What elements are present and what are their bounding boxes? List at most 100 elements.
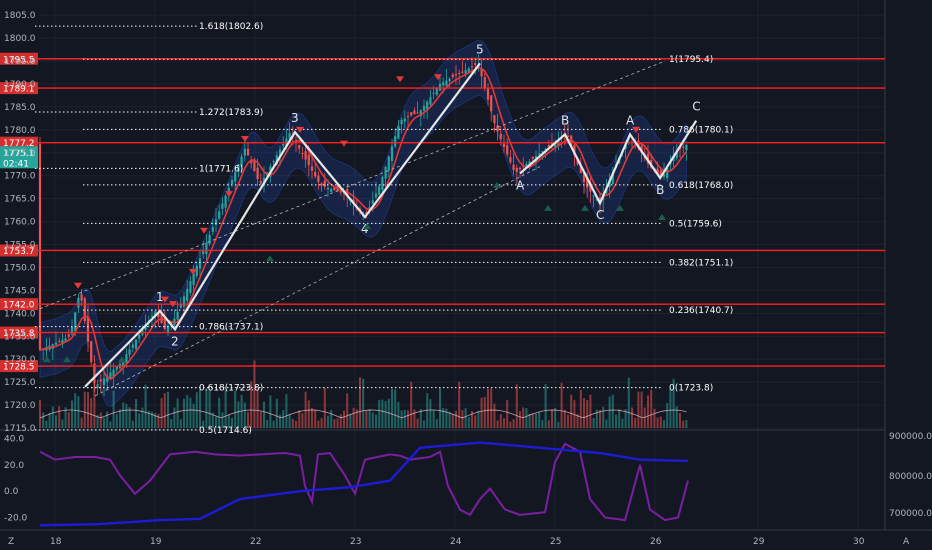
price-level-label: 1742.0 (3, 301, 35, 311)
candle-body (230, 179, 234, 184)
candle-body (525, 164, 528, 167)
volume-bar (157, 413, 160, 428)
candle-body (326, 187, 330, 190)
volume-bar (237, 401, 240, 428)
volume-bar (503, 418, 505, 428)
candle-body (112, 369, 115, 378)
wave-label: B (656, 183, 664, 197)
volume-bar (384, 401, 387, 428)
volume-bar (435, 419, 438, 428)
osc-y-tick: 0.0 (4, 487, 19, 497)
horizontal-levels[interactable]: 1795.5 1789.1 1777.2 1753.7 1742.0 1735.8 1728… (0, 52, 885, 373)
volume-bar (42, 412, 45, 428)
volume-bar (442, 408, 445, 428)
channel-upper (39, 60, 666, 310)
candle-body (413, 110, 416, 115)
candle-body (426, 101, 429, 110)
sell-marker (74, 282, 82, 289)
volume-bar (560, 382, 563, 428)
candle-body (406, 116, 410, 118)
x-tick-label: 26 (650, 537, 662, 547)
buy-marker (658, 214, 666, 220)
volume-bar (352, 407, 355, 428)
footer-bar: Z A (8, 537, 910, 547)
candle-body (467, 68, 470, 73)
volume-bar (381, 399, 384, 428)
price-level-tag (0, 52, 38, 65)
candle-body (371, 200, 374, 204)
candle-body (518, 167, 522, 170)
candle-body (390, 146, 394, 161)
volume-bar (365, 410, 368, 428)
volume-bar (183, 398, 185, 428)
volume-bar (586, 399, 589, 428)
volume-bar (362, 378, 365, 428)
volume-bar (301, 413, 304, 428)
candle-body (202, 250, 205, 254)
candle-body (445, 80, 448, 86)
fib-levels[interactable]: 1(1795.4) 0.786(1780.1) 0.618(1768.0) 0.5(1… (35, 22, 733, 436)
buy-marker (363, 223, 371, 230)
volume-bar (563, 409, 566, 428)
wave-label: 3 (291, 111, 299, 125)
volume-bar (477, 410, 480, 428)
volume-bar (58, 406, 61, 428)
logo-right[interactable]: A (903, 537, 910, 547)
volume-bar (490, 388, 493, 428)
candle-body (486, 88, 490, 100)
sell-marker (241, 136, 249, 143)
candle-body (38, 143, 42, 351)
volume-bar (413, 409, 416, 428)
volume-bar (419, 409, 422, 428)
candle-body (157, 312, 160, 318)
volume-bar (535, 413, 537, 428)
candle-body (381, 177, 384, 190)
volume-bar (87, 392, 89, 428)
volume-bar (471, 410, 473, 428)
volume-bar (141, 407, 144, 428)
candle-body (221, 203, 224, 209)
wave-label: 1 (156, 290, 164, 304)
trend-channel[interactable] (39, 60, 666, 397)
volume-bar (608, 396, 611, 428)
wave-label: 5 (476, 42, 484, 56)
volume-bar (231, 418, 233, 428)
candle-body (144, 325, 147, 331)
candle-body (93, 363, 96, 383)
volume-bar (215, 416, 217, 428)
osc-line-2 (39, 441, 689, 527)
logo-left[interactable]: Z (8, 537, 14, 547)
candle-body (211, 226, 214, 232)
volume-bar (314, 409, 317, 428)
volume-bar (64, 407, 67, 428)
candle-body (67, 334, 70, 337)
volume-bar (144, 384, 147, 428)
volume-bar (499, 414, 502, 428)
price-level-label: 1777.2 (3, 139, 35, 149)
volume-bar (410, 381, 413, 428)
candle-body (138, 334, 141, 339)
correction-wave (519, 120, 698, 206)
volume-bar (506, 400, 509, 428)
volume-bar (272, 420, 275, 428)
candle-body (195, 265, 198, 276)
volume-bar (483, 396, 486, 428)
wave-label: A (516, 178, 525, 192)
volume-bar (583, 398, 585, 428)
y-tick-label: 1770.0 (4, 172, 36, 182)
volume-bar (349, 413, 352, 428)
candle-body (682, 146, 685, 148)
sell-marker (169, 301, 177, 308)
volume-bar (115, 414, 118, 428)
candle-body (134, 339, 138, 349)
volume-bar (138, 413, 141, 428)
volume-bar (432, 409, 435, 428)
candle-body (582, 171, 586, 183)
volume-bar (320, 418, 323, 428)
candle-body (74, 312, 77, 332)
elliott-waves[interactable]: 12345ABCABC (84, 42, 701, 388)
fib-label-lower: 0.618(1723.8) (199, 384, 263, 394)
volume-bar (650, 389, 653, 428)
candle-body (592, 195, 595, 197)
